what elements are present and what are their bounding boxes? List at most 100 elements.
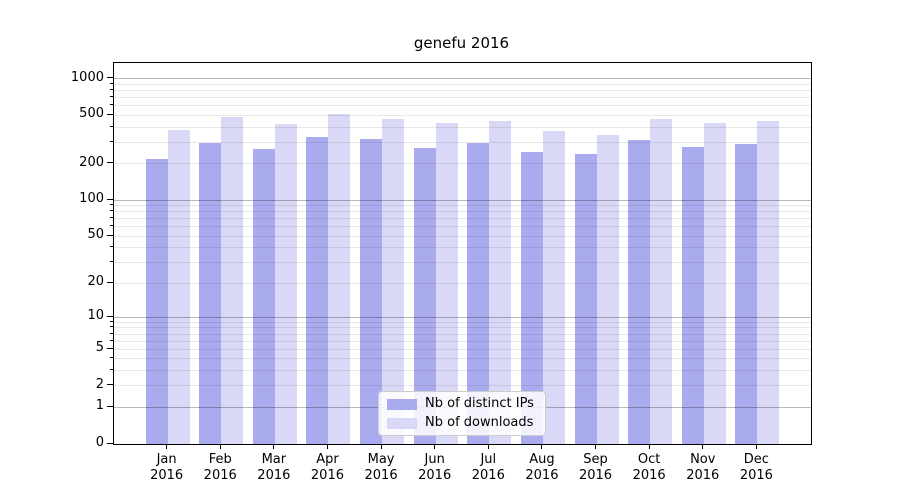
y-tick-label: 100 xyxy=(79,191,104,207)
x-tick-mark xyxy=(380,444,382,449)
y-minor-tick-mark xyxy=(110,281,113,283)
x-tick-mark xyxy=(434,444,436,449)
bar-downloads xyxy=(328,114,351,444)
legend: Nb of distinct IPs Nb of downloads xyxy=(378,391,546,436)
x-tick-label: Nov 2016 xyxy=(686,452,720,483)
y-tick-mark xyxy=(107,315,113,317)
bar-downloads xyxy=(489,120,512,444)
y-gridline-minor xyxy=(114,126,811,128)
bar-distinct-ips xyxy=(145,159,168,444)
x-tick-mark xyxy=(326,444,328,449)
y-minor-tick-mark xyxy=(110,217,113,219)
bar-downloads xyxy=(221,117,244,444)
bar-distinct-ips xyxy=(681,147,704,444)
bar-downloads xyxy=(274,123,297,444)
y-tick-label: 20 xyxy=(87,274,104,290)
y-gridline-minor xyxy=(114,370,811,372)
y-gridline-minor xyxy=(114,333,811,335)
y-minor-tick-mark xyxy=(110,246,113,248)
bar-distinct-ips xyxy=(252,148,275,444)
x-tick-label: Mar 2016 xyxy=(257,452,291,483)
y-minor-tick-mark xyxy=(110,320,113,322)
y-tick-mark xyxy=(107,405,113,407)
y-gridline-minor xyxy=(114,83,811,85)
y-gridline-minor xyxy=(114,114,811,116)
y-minor-tick-mark xyxy=(110,357,113,359)
y-gridline-minor xyxy=(114,348,811,350)
bar-downloads xyxy=(167,129,190,444)
bar-downloads xyxy=(596,134,619,444)
y-gridline-minor xyxy=(114,205,811,207)
y-gridline-minor xyxy=(114,90,811,92)
bar-distinct-ips xyxy=(306,136,329,444)
y-minor-tick-mark xyxy=(110,104,113,106)
y-minor-tick-mark xyxy=(110,261,113,262)
legend-swatch-distinct-ips xyxy=(387,398,417,410)
bar-downloads xyxy=(757,121,780,444)
y-tick-label: 200 xyxy=(79,154,104,170)
y-minor-tick-mark xyxy=(110,204,113,206)
y-minor-tick-mark xyxy=(110,210,113,212)
x-tick-label: Jun 2016 xyxy=(418,452,452,483)
y-minor-tick-mark xyxy=(110,326,113,328)
x-tick-mark xyxy=(541,444,543,449)
bar-distinct-ips xyxy=(574,153,597,444)
y-tick-label: 50 xyxy=(87,227,104,243)
y-tick-mark xyxy=(107,198,113,200)
x-tick-label: Oct 2016 xyxy=(632,452,666,483)
x-tick-mark xyxy=(648,444,650,449)
y-minor-tick-mark xyxy=(110,89,113,91)
x-tick-mark xyxy=(166,444,168,449)
bar-downloads xyxy=(542,130,565,444)
x-tick-mark xyxy=(487,444,489,449)
legend-row-distinct-ips: Nb of distinct IPs xyxy=(387,396,537,412)
y-minor-tick-mark xyxy=(110,332,113,334)
x-tick-mark xyxy=(273,444,275,449)
y-tick-label: 5 xyxy=(95,340,104,356)
x-tick-label: Feb 2016 xyxy=(203,452,237,483)
bar-downloads xyxy=(650,118,673,444)
y-gridline-minor xyxy=(114,105,811,107)
x-tick-mark xyxy=(755,444,757,449)
y-minor-tick-mark xyxy=(110,347,113,349)
y-gridline-minor xyxy=(114,218,811,220)
x-tick-mark xyxy=(702,444,704,449)
y-minor-tick-mark xyxy=(110,339,113,341)
y-gridline-minor xyxy=(114,97,811,99)
y-gridline-minor xyxy=(114,385,811,387)
x-tick-label: Sep 2016 xyxy=(578,452,613,483)
bar-distinct-ips xyxy=(628,140,651,444)
y-tick-label: 1000 xyxy=(70,69,104,85)
y-gridline-major xyxy=(114,199,811,201)
y-tick-label: 0 xyxy=(95,435,104,450)
y-gridline-minor xyxy=(114,358,811,360)
y-minor-tick-mark xyxy=(110,384,113,386)
y-minor-tick-mark xyxy=(110,125,113,127)
y-minor-tick-mark xyxy=(110,234,113,236)
y-minor-tick-mark xyxy=(110,113,113,115)
y-gridline-minor xyxy=(114,163,811,165)
legend-row-downloads: Nb of downloads xyxy=(387,415,537,431)
y-tick-label: 2 xyxy=(95,376,104,392)
y-gridline-minor xyxy=(114,262,811,263)
y-tick-label: 500 xyxy=(79,106,104,122)
y-gridline-minor xyxy=(114,340,811,342)
y-gridline-minor xyxy=(114,226,811,228)
y-tick-mark xyxy=(107,77,113,79)
legend-label-downloads: Nb of downloads xyxy=(425,415,534,430)
y-gridline-minor xyxy=(114,247,811,249)
y-gridline-minor xyxy=(114,321,811,323)
legend-swatch-downloads xyxy=(387,417,417,429)
x-tick-label: Aug 2016 xyxy=(525,452,559,483)
y-minor-tick-mark xyxy=(110,162,113,164)
x-tick-mark xyxy=(595,444,597,449)
y-minor-tick-mark xyxy=(110,82,113,84)
x-tick-label: May 2016 xyxy=(364,452,398,483)
x-tick-label: Jan 2016 xyxy=(150,452,184,483)
y-minor-tick-mark xyxy=(110,96,113,98)
bar-distinct-ips xyxy=(199,142,222,444)
y-minor-tick-mark xyxy=(110,140,113,142)
y-minor-tick-mark xyxy=(110,225,113,227)
y-tick-label: 1 xyxy=(95,398,104,414)
y-gridline-major xyxy=(114,316,811,318)
